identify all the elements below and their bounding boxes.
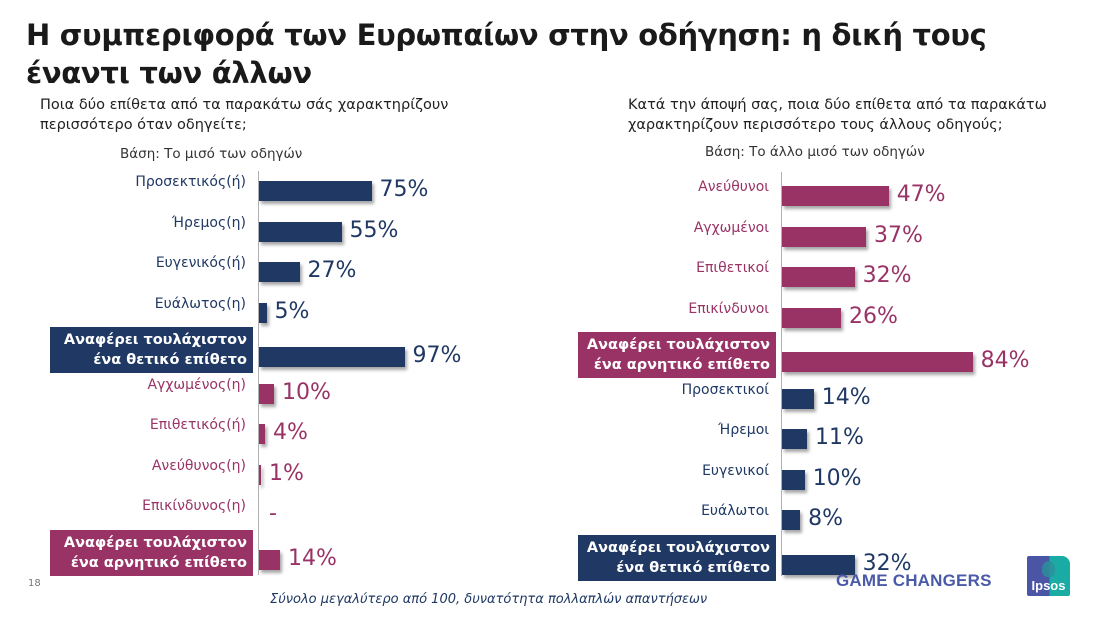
value-label: 27% bbox=[307, 258, 357, 283]
bar bbox=[782, 307, 842, 328]
bar bbox=[259, 464, 261, 485]
value-label: 26% bbox=[849, 303, 898, 329]
ipsos-logo-text: Ipsos bbox=[1031, 578, 1066, 593]
right-chart-axis bbox=[781, 172, 782, 576]
bar bbox=[259, 347, 405, 367]
left-chart-axis bbox=[258, 171, 259, 575]
category-label: Ευγενικός(ή) bbox=[155, 255, 246, 271]
value-label: 8% bbox=[808, 506, 844, 531]
value-label: 4% bbox=[273, 420, 308, 445]
value-label: 32% bbox=[862, 550, 912, 576]
category-label: Προσεκτικοί bbox=[681, 381, 769, 398]
category-label: Ανεύθυνος(η) bbox=[151, 457, 246, 474]
bar bbox=[259, 181, 372, 201]
category-label: Ευάλωτος(η) bbox=[154, 295, 246, 312]
bar bbox=[782, 267, 855, 287]
bar bbox=[782, 186, 889, 206]
category-label: Ήρεμος(η) bbox=[171, 214, 246, 231]
bar bbox=[259, 262, 300, 282]
footnote: Σύνολο μεγαλύτερο από 100, δυνατότητα πο… bbox=[270, 592, 708, 607]
game-changers-brand: GAME CHANGERS bbox=[836, 571, 992, 590]
value-label: 32% bbox=[862, 263, 912, 288]
right-chart-base: Βάση: Το άλλο μισό των οδηγών bbox=[705, 144, 925, 160]
summary-category-label: Αναφέρει τουλάχιστον ένα θετικό επίθετο bbox=[578, 534, 776, 581]
value-label: 75% bbox=[379, 177, 429, 202]
bar bbox=[259, 549, 280, 570]
value-label: 37% bbox=[873, 222, 923, 248]
category-label: Ευάλωτοι bbox=[701, 503, 769, 519]
left-chart-base: Βάση: Το μισό των οδηγών bbox=[120, 146, 303, 162]
bar bbox=[782, 554, 855, 575]
category-label: Επικίνδυνοι bbox=[688, 300, 769, 317]
category-label: Αγχωμένοι bbox=[693, 219, 769, 236]
bar bbox=[259, 302, 267, 323]
bar bbox=[782, 388, 814, 409]
category-label: Αγχωμένος(η) bbox=[147, 376, 246, 393]
bar bbox=[782, 510, 801, 530]
left-chart-question: Ποια δύο επίθετα από τα παρακάτω σάς χαρ… bbox=[40, 97, 449, 133]
slide-title: Η συμπεριφορά των Ευρωπαίων στην οδήγηση… bbox=[26, 18, 987, 90]
ipsos-logo: Ipsos bbox=[1027, 556, 1070, 596]
value-label: 10% bbox=[282, 379, 331, 405]
right-chart-question: Κατά την άποψή σας, ποια δύο επίθετα από… bbox=[628, 97, 1047, 133]
category-label: Επιθετικός(ή) bbox=[149, 417, 246, 433]
value-label: 14% bbox=[288, 545, 337, 571]
value-label: 47% bbox=[896, 182, 946, 207]
value-label: 55% bbox=[349, 217, 399, 243]
bar bbox=[782, 226, 866, 247]
bar bbox=[259, 424, 265, 444]
summary-category-label: Αναφέρει τουλάχιστον ένα αρνητικό επίθετ… bbox=[578, 332, 776, 378]
value-label: 84% bbox=[980, 348, 1030, 373]
bar bbox=[259, 221, 342, 242]
bar bbox=[782, 352, 973, 372]
bar bbox=[782, 469, 805, 490]
category-label: Ήρεμοι bbox=[718, 422, 769, 438]
bar bbox=[259, 383, 274, 404]
value-label: 5% bbox=[274, 298, 310, 324]
category-label: Επιθετικοί bbox=[696, 260, 769, 276]
value-label: 11% bbox=[814, 425, 864, 450]
value-label: 10% bbox=[812, 465, 862, 491]
bar bbox=[782, 429, 807, 449]
category-label: Ευγενικοί bbox=[702, 462, 769, 479]
summary-category-label: Αναφέρει τουλάχιστον ένα αρνητικό επίθετ… bbox=[50, 529, 253, 576]
category-label: Ανεύθυνοι bbox=[698, 179, 769, 195]
value-label: 97% bbox=[412, 343, 462, 368]
category-label: Προσεκτικός(ή) bbox=[135, 174, 246, 190]
value-label: 14% bbox=[821, 384, 871, 410]
value-label: 1% bbox=[269, 460, 304, 486]
summary-category-label: Αναφέρει τουλάχιστον ένα θετικό επίθετο bbox=[50, 327, 253, 373]
category-label: Επικίνδυνος(η) bbox=[142, 498, 246, 514]
ipsos-head-icon bbox=[1042, 561, 1055, 577]
value-label: - bbox=[269, 501, 277, 526]
page-number: 18 bbox=[28, 578, 41, 589]
